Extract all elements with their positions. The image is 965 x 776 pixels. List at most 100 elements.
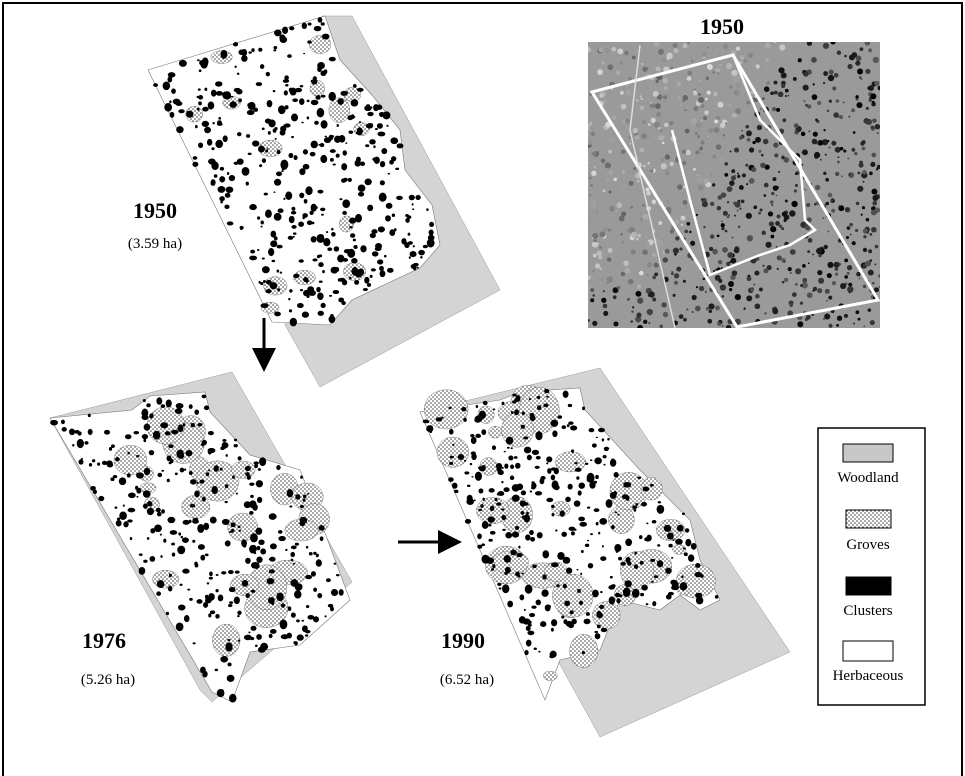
photo-texture xyxy=(629,143,631,145)
grove xyxy=(489,426,503,438)
cluster xyxy=(551,628,554,632)
photo-texture xyxy=(844,55,846,57)
cluster xyxy=(147,508,154,515)
cluster xyxy=(305,634,308,636)
cluster xyxy=(351,258,358,263)
photo-texture xyxy=(687,76,692,81)
photo-texture xyxy=(710,234,714,238)
cluster xyxy=(287,489,294,497)
cluster xyxy=(90,486,96,491)
cluster xyxy=(270,240,277,247)
photo-texture xyxy=(670,66,673,69)
photo-texture xyxy=(661,163,667,169)
cluster xyxy=(176,622,184,631)
cluster xyxy=(238,526,241,529)
photo-texture xyxy=(865,69,870,74)
cluster xyxy=(238,98,242,102)
cluster xyxy=(520,511,524,515)
cluster xyxy=(220,50,227,59)
cluster xyxy=(123,505,125,507)
photo-texture xyxy=(852,241,856,245)
photo-texture xyxy=(781,84,785,88)
cluster xyxy=(634,564,638,569)
cluster xyxy=(535,466,540,469)
cluster xyxy=(109,447,112,451)
cluster xyxy=(514,456,518,459)
cluster xyxy=(247,103,250,107)
photo-texture xyxy=(852,148,856,152)
photo-texture xyxy=(676,173,679,176)
cluster xyxy=(397,143,404,148)
cluster xyxy=(330,158,334,162)
cluster xyxy=(170,530,178,535)
cluster xyxy=(314,121,319,125)
photo-texture xyxy=(597,69,603,75)
cluster xyxy=(186,111,193,118)
cluster xyxy=(300,289,303,291)
cluster xyxy=(284,123,290,127)
photo-texture xyxy=(850,234,852,236)
cluster xyxy=(563,390,569,397)
cluster xyxy=(157,580,165,588)
cluster xyxy=(471,476,473,478)
photo-texture xyxy=(705,98,708,101)
photo-texture xyxy=(717,206,721,210)
photo-texture xyxy=(605,162,611,168)
cluster xyxy=(529,398,531,400)
photo-texture xyxy=(707,91,711,95)
cluster xyxy=(521,490,526,495)
photo-texture xyxy=(719,54,721,56)
photo-texture xyxy=(806,315,811,320)
cluster xyxy=(111,444,115,448)
cluster xyxy=(200,555,205,561)
cluster xyxy=(436,417,442,421)
cluster xyxy=(641,585,648,591)
cluster xyxy=(216,574,219,576)
cluster xyxy=(359,121,362,123)
photo-texture xyxy=(817,270,822,275)
year-label: 1950 xyxy=(133,198,177,223)
cluster xyxy=(529,613,535,617)
photo-texture xyxy=(642,249,648,255)
photo-texture xyxy=(727,201,729,203)
cluster xyxy=(253,108,258,112)
photo-texture xyxy=(741,130,743,132)
cluster xyxy=(606,499,613,508)
cluster xyxy=(139,567,146,575)
cluster xyxy=(136,455,139,457)
cluster xyxy=(84,441,88,445)
cluster xyxy=(209,577,213,580)
cluster xyxy=(233,42,238,46)
cluster xyxy=(161,509,165,513)
photo-texture xyxy=(877,86,881,90)
cluster xyxy=(501,508,504,510)
photo-texture xyxy=(824,313,830,319)
cluster xyxy=(269,569,275,573)
cluster xyxy=(248,153,252,155)
cluster xyxy=(599,605,604,609)
cluster xyxy=(232,475,235,479)
cluster xyxy=(596,611,601,618)
cluster xyxy=(156,591,161,596)
grove xyxy=(231,461,255,478)
photo-texture xyxy=(654,233,657,236)
grove xyxy=(543,671,557,681)
cluster xyxy=(230,101,237,108)
cluster xyxy=(197,59,200,61)
cluster xyxy=(178,109,184,113)
cluster xyxy=(208,593,215,601)
photo-texture xyxy=(733,202,736,205)
photo-texture xyxy=(730,151,732,153)
cluster xyxy=(144,468,150,476)
cluster xyxy=(285,105,289,109)
cluster xyxy=(715,595,719,599)
photo-texture xyxy=(817,101,821,105)
cluster xyxy=(408,233,411,236)
cluster xyxy=(323,238,330,246)
photo-texture xyxy=(848,283,852,287)
photo-texture xyxy=(690,241,695,246)
cluster xyxy=(555,529,557,531)
photo-texture xyxy=(739,185,744,190)
photo-texture xyxy=(772,107,776,111)
photo-texture xyxy=(617,48,623,54)
